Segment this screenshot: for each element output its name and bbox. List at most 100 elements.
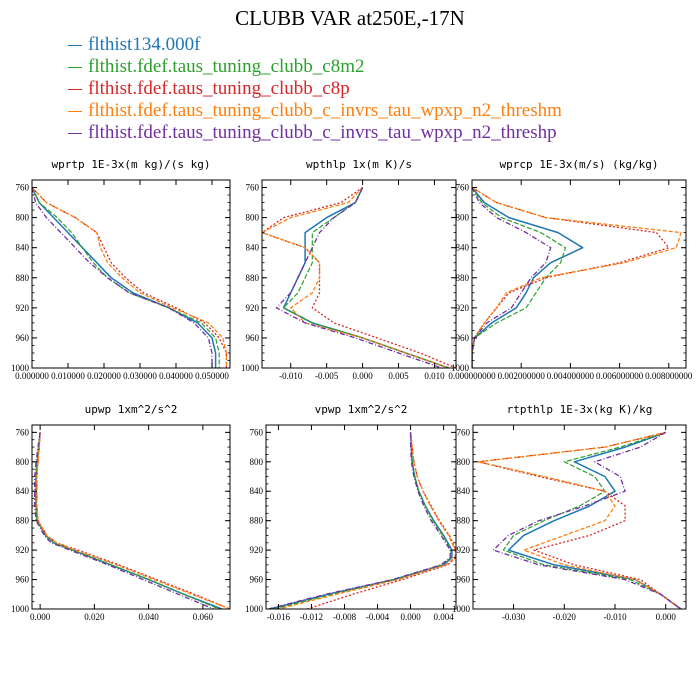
x-tick-label: 0.020000 [87,371,121,381]
series-line-3 [477,431,682,609]
panel-3: upwp 1xm^2/s^2 760 800 840 880 920 960 10000.00… [11,403,231,622]
series-group [32,187,228,368]
y-tick-label: 880 [16,273,30,283]
y-tick-label: 880 [16,516,30,526]
y-tick-label: 840 [16,486,30,496]
panel-4: vpwp 1xm^2/s^27608008408809209601000-0.0… [245,403,457,622]
y-tick-label: 880 [250,516,264,526]
y-tick-label: 760 [250,427,264,437]
panel-title: wpthlp 1x(m K)/s [306,158,412,171]
y-tick-label: 960 [457,575,471,585]
y-tick-label: 920 [250,545,264,555]
y-tick-label: 960 [16,575,30,585]
x-tick-label: 0.000 [30,612,51,622]
x-tick-label: 0.060 [193,612,214,622]
series-line-1 [35,432,220,609]
series-line-4 [492,431,682,609]
x-tick-label: 0.030000 [123,371,157,381]
x-tick-label: -0.030 [502,612,526,622]
panel-title: upwp 1xm^2/s^2 [85,403,178,416]
y-tick-label: 760 [246,183,260,193]
x-tick-label: 0.005 [388,371,409,381]
plot-frame [31,424,231,610]
x-tick-label: -0.005 [315,371,339,381]
x-tick-label: 0.002000000 [498,371,546,381]
x-tick-label: 0.010000 [51,371,85,381]
x-tick-label: 0.000 [656,612,677,622]
series-line-1 [472,187,567,368]
y-tick-label: 880 [456,273,470,283]
panel-title: vpwp 1xm^2/s^2 [315,403,408,416]
x-tick-label: 0.050000 [195,371,229,381]
legend-swatch [68,44,82,46]
y-tick-label: 1000 [11,604,30,614]
y-tick-label: 960 [250,575,264,585]
plot-frame [31,179,231,369]
x-tick-label: -0.016 [267,612,291,622]
series-line-0 [507,431,682,609]
y-tick-label: 1000 [451,363,470,373]
panel-0: wprtp 1E-3x(m kg)/(s kg) 760 800 840 880 920 9… [11,158,231,381]
y-tick-label: 960 [246,333,260,343]
legend-item-3: flthist.fdef.taus_tuning_clubb_c_invrs_t… [68,100,562,122]
series-line-4 [268,432,451,609]
legend-label: flthist.fdef.taus_tuning_clubb_c_invrs_t… [88,100,562,121]
series-line-2 [36,432,230,609]
x-tick-label: 0.000 [352,371,373,381]
series-line-0 [269,432,453,609]
legend-swatch [68,132,82,134]
panel-title: wprcp 1E-3x(m/s) (kg/kg) [500,158,659,171]
series-line-2 [477,431,682,609]
legend-label: flthist.fdef.taus_tuning_clubb_c_invrs_t… [88,122,557,143]
y-tick-label: 1000 [241,363,260,373]
y-tick-label: 920 [456,303,470,313]
y-tick-label: 840 [456,243,470,253]
legend-item-2: flthist.fdef.taus_tuning_clubb_c8p [68,78,562,100]
x-tick-label: 0.000000000 [448,371,496,381]
x-tick-label: 0.000000 [15,371,49,381]
x-tick-label: 0.040 [139,612,160,622]
x-tick-label: 0.040000 [159,371,193,381]
y-tick-label: 800 [250,457,264,467]
y-tick-label: 960 [16,333,30,343]
series-line-4 [472,187,552,368]
y-tick-label: 800 [16,213,30,223]
plot-frame [265,424,457,610]
x-tick-label: 0.006000000 [596,371,644,381]
y-tick-label: 760 [456,183,470,193]
panel-title: wprtp 1E-3x(m kg)/(s kg) [52,158,211,171]
x-tick-label: -0.020 [553,612,577,622]
series-group [34,432,230,609]
x-tick-label: 0.004000000 [547,371,595,381]
legend-label: flthist134.000f [88,34,201,55]
series-group [262,186,456,368]
series-line-0 [35,432,223,609]
legend-swatch [68,66,82,68]
plot-frame [472,424,687,610]
y-tick-label: 760 [16,183,30,193]
series-line-2 [32,187,228,368]
y-tick-label: 840 [246,243,260,253]
series-line-4 [275,187,442,368]
y-tick-label: 1000 [452,604,471,614]
y-tick-label: 840 [250,486,264,496]
x-tick-label: -0.008 [333,612,357,622]
series-line-2 [472,186,670,368]
x-tick-label: -0.004 [366,612,390,622]
y-tick-label: 1000 [11,363,30,373]
y-tick-label: 960 [456,333,470,343]
series-line-0 [282,187,450,368]
figure-title: CLUBB VAR at250E,-17N [235,6,465,30]
x-tick-label: 0.010 [424,371,445,381]
series-line-1 [283,187,449,368]
series-group [477,431,682,609]
legend-label: flthist.fdef.taus_tuning_clubb_c8m2 [88,56,365,77]
y-tick-label: 1000 [245,604,264,614]
series-line-1 [502,431,682,609]
series-group [268,432,456,609]
x-tick-label: 0.004 [433,612,454,622]
legend-swatch [68,88,82,90]
legend-label: flthist.fdef.taus_tuning_clubb_c8p [88,78,350,99]
y-tick-label: 800 [246,213,260,223]
